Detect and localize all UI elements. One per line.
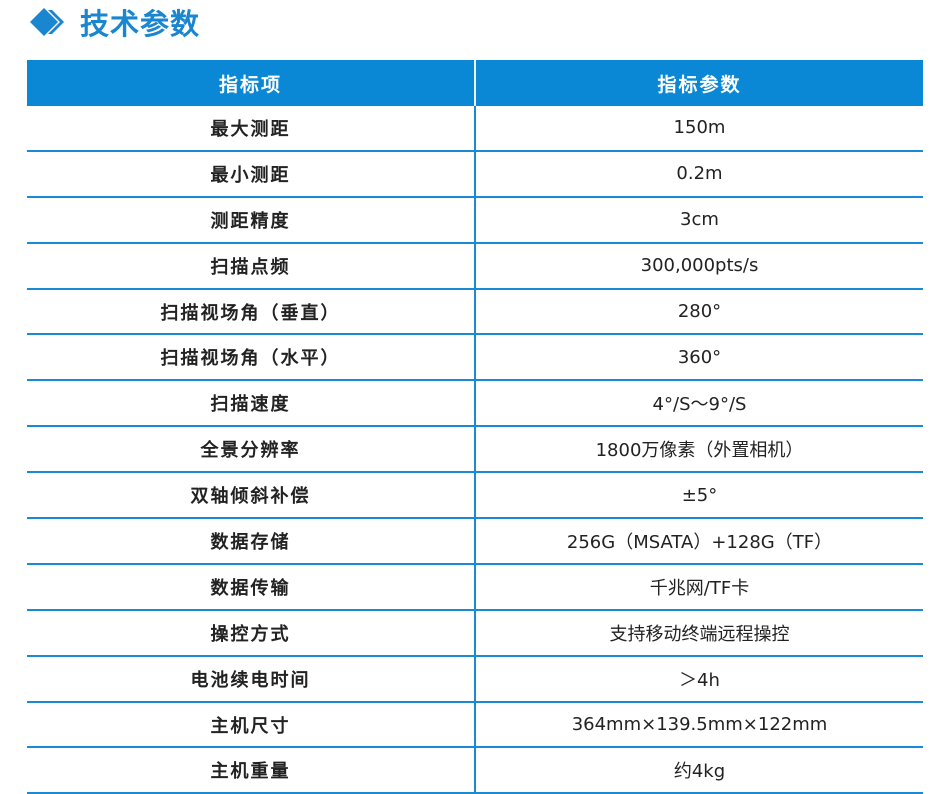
- spec-value: ＞4h: [475, 655, 923, 703]
- spec-value: 150m: [475, 106, 923, 152]
- spec-value: 256G（MSATA）+128G（TF）: [475, 518, 923, 565]
- spec-table: 指标项 指标参数 最大测距 150m 最小测距 0.2m 测距精度 3cm 扫描点频 300,…: [27, 60, 923, 794]
- diamond-icon: [30, 8, 64, 36]
- spec-name: 全景分辨率: [27, 426, 476, 474]
- spec-name: 扫描速度: [27, 380, 476, 428]
- table-row: 最小测距 0.2m: [27, 150, 923, 198]
- table-row: 扫描视场角（垂直） 280°: [27, 288, 923, 336]
- spec-name: 主机尺寸: [27, 701, 476, 749]
- table-row: 主机尺寸 364mm×139.5mm×122mm: [27, 701, 923, 749]
- spec-name: 主机重量: [27, 747, 476, 794]
- table-row: 扫描点频 300,000pts/s: [27, 242, 923, 290]
- spec-name: 数据存储: [27, 518, 476, 565]
- table-row: 全景分辨率 1800万像素（外置相机）: [27, 426, 923, 474]
- table-row: 扫描视场角（水平） 360°: [27, 334, 923, 382]
- table-row: 主机重量 约4kg: [27, 747, 923, 794]
- spec-value: 千兆网/TF卡: [475, 563, 923, 611]
- table-row: 电池续电时间 ＞4h: [27, 655, 923, 703]
- spec-name: 操控方式: [27, 609, 476, 657]
- table-row: 测距精度 3cm: [27, 196, 923, 244]
- header-value: 指标参数: [475, 60, 923, 106]
- header-item: 指标项: [27, 60, 476, 106]
- spec-value: 280°: [475, 288, 923, 336]
- spec-value: 约4kg: [475, 747, 923, 794]
- spec-value: 支持移动终端远程操控: [475, 609, 923, 657]
- spec-name: 数据传输: [27, 563, 476, 611]
- spec-name: 扫描视场角（垂直）: [27, 288, 476, 336]
- table-row: 数据存储 256G（MSATA）+128G（TF）: [27, 518, 923, 565]
- spec-value: 4°/S～9°/S: [475, 380, 923, 428]
- spec-name: 最小测距: [27, 150, 476, 198]
- spec-name: 扫描点频: [27, 242, 476, 290]
- spec-name: 电池续电时间: [27, 655, 476, 703]
- spec-name: 测距精度: [27, 196, 476, 244]
- table-row: 扫描速度 4°/S～9°/S: [27, 380, 923, 428]
- section-title: 技术参数: [28, 2, 200, 42]
- table-row: 操控方式 支持移动终端远程操控: [27, 609, 923, 657]
- spec-value: 1800万像素（外置相机）: [475, 426, 923, 474]
- spec-value: 3cm: [475, 196, 923, 244]
- table-row: 双轴倾斜补偿 ±5°: [27, 472, 923, 520]
- spec-value: 0.2m: [475, 150, 923, 198]
- spec-name: 扫描视场角（水平）: [27, 334, 476, 382]
- spec-value: 360°: [475, 334, 923, 382]
- spec-value: 364mm×139.5mm×122mm: [475, 701, 923, 749]
- table-row: 数据传输 千兆网/TF卡: [27, 563, 923, 611]
- spec-name: 双轴倾斜补偿: [27, 472, 476, 520]
- spec-value: ±5°: [475, 472, 923, 520]
- spec-value: 300,000pts/s: [475, 242, 923, 290]
- spec-name: 最大测距: [27, 106, 476, 152]
- title-text: 技术参数: [80, 7, 201, 41]
- table-row: 最大测距 150m: [27, 106, 923, 152]
